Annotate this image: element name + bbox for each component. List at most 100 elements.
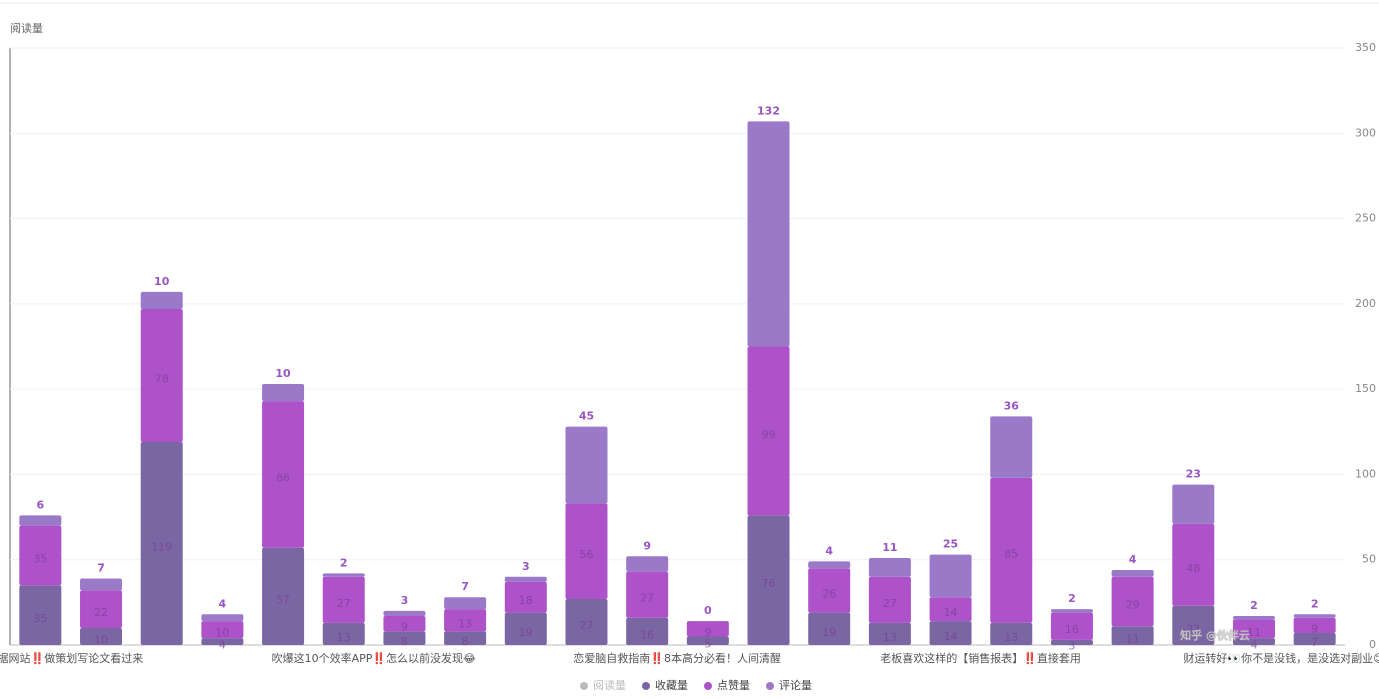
bar-segment — [201, 638, 244, 645]
data-label: 2 — [1068, 592, 1076, 605]
y-tick-label: 150 — [1355, 382, 1376, 395]
data-label: 3 — [401, 594, 409, 607]
data-label: 4 — [1250, 639, 1257, 652]
bar-segment — [868, 622, 911, 645]
data-label: 132 — [757, 104, 780, 117]
data-label: 11 — [882, 541, 897, 554]
data-label: 4 — [1129, 553, 1137, 566]
data-label: 7 — [1311, 636, 1318, 649]
bar-segment — [868, 576, 911, 623]
x-tick-label: 据网站‼️做策划写论文看过来 — [0, 651, 143, 665]
bar-segment — [1172, 523, 1215, 606]
data-label: 4 — [825, 544, 833, 557]
legend-label[interactable]: 点赞量 — [717, 679, 750, 692]
x-tick-label: 恋爱脑自救指南‼️8本高分必看！人间清醒 — [573, 651, 781, 665]
bar-segment — [1172, 484, 1215, 524]
data-label: 57 — [276, 593, 290, 606]
watermark: 知乎 @伙伴云 — [1179, 628, 1250, 642]
x-tick-label: 吹爆这10个效率APP‼️怎么以前没发现😂 — [272, 651, 476, 665]
bar-segment — [626, 617, 669, 645]
data-label: 2 — [340, 556, 348, 569]
data-label: 13 — [458, 617, 472, 630]
bar-segment — [322, 573, 365, 577]
data-label: 35 — [33, 612, 47, 625]
data-label: 10 — [215, 627, 229, 640]
bar-segment — [80, 627, 123, 645]
data-label: 11 — [1247, 626, 1261, 639]
data-label: 45 — [579, 410, 594, 423]
data-label: 27 — [883, 597, 897, 610]
legend-marker — [704, 682, 712, 690]
data-label: 0 — [704, 604, 712, 617]
bar-segment — [444, 597, 487, 610]
data-label: 2 — [1250, 599, 1258, 612]
data-label: 18 — [519, 594, 533, 607]
bar-segment — [140, 442, 183, 645]
y-tick-label: 100 — [1355, 467, 1376, 480]
data-label: 16 — [640, 628, 654, 641]
data-label: 8 — [401, 635, 408, 648]
data-label: 2 — [1311, 597, 1319, 610]
bar-segment — [1293, 614, 1336, 618]
data-label: 3 — [1068, 639, 1075, 652]
bar-segment — [1293, 617, 1336, 634]
x-tick-label: 老板喜欢这样的【销售报表】‼️直接套用 — [880, 651, 1081, 665]
bar-segment — [140, 291, 183, 309]
bar-segment — [929, 554, 972, 598]
data-label: 4 — [219, 639, 226, 652]
y-tick-label: 250 — [1355, 212, 1376, 225]
bar-segment — [262, 547, 305, 645]
data-label: 13 — [1004, 631, 1018, 644]
bar-segment — [383, 610, 426, 617]
data-label: 27 — [640, 592, 654, 605]
legend-marker — [766, 682, 774, 690]
bar-segment — [504, 576, 547, 582]
data-label: 10 — [154, 275, 170, 288]
data-label: 22 — [94, 606, 108, 619]
bar-segment — [1232, 616, 1275, 620]
data-label: 16 — [1065, 623, 1079, 636]
bar-segment — [80, 590, 123, 628]
legend-label[interactable]: 收藏量 — [655, 678, 688, 692]
legend-label[interactable]: 评论量 — [779, 678, 812, 692]
y-tick-label: 50 — [1362, 553, 1376, 566]
legend-label[interactable]: 阅读量 — [593, 678, 626, 692]
bar-segment — [201, 621, 244, 639]
bar-segment — [929, 597, 972, 622]
bar-segment — [262, 384, 305, 402]
data-label: 7 — [461, 580, 469, 593]
bar-segment — [1232, 619, 1275, 639]
bar-segment — [929, 621, 972, 645]
bar-segment — [80, 578, 123, 591]
bar-segment — [19, 515, 62, 526]
data-label: 9 — [1311, 622, 1318, 635]
bar-segment — [1232, 638, 1275, 645]
bar-segment — [262, 401, 305, 548]
bar-segment — [1111, 576, 1154, 627]
data-label: 7 — [97, 561, 105, 574]
data-label: 48 — [1186, 562, 1200, 575]
bar-segment — [504, 581, 547, 613]
data-label: 5 — [704, 638, 711, 651]
bar-segment — [504, 612, 547, 645]
bar-segment — [1050, 609, 1093, 613]
data-label: 36 — [1004, 399, 1020, 412]
y-axis-label: 阅读量 — [10, 21, 43, 35]
data-label: 11 — [1126, 633, 1140, 646]
bar-segment — [747, 515, 790, 645]
bar-segment — [626, 571, 669, 618]
bar-segment — [1172, 605, 1215, 645]
data-label: 8 — [462, 635, 469, 648]
data-label: 3 — [522, 560, 530, 573]
data-label: 27 — [337, 597, 351, 610]
y-tick-label: 300 — [1355, 126, 1376, 139]
data-label: 14 — [944, 630, 958, 643]
data-label: 13 — [883, 631, 897, 644]
x-tick-label: 财运转好👀你不是没钱，是没选对副业😊 — [1183, 651, 1379, 665]
data-label: 9 — [704, 626, 711, 639]
data-label: 56 — [579, 548, 593, 561]
bar-segment — [1293, 633, 1336, 645]
bar-segment — [747, 121, 790, 347]
bar-segment — [383, 631, 426, 645]
